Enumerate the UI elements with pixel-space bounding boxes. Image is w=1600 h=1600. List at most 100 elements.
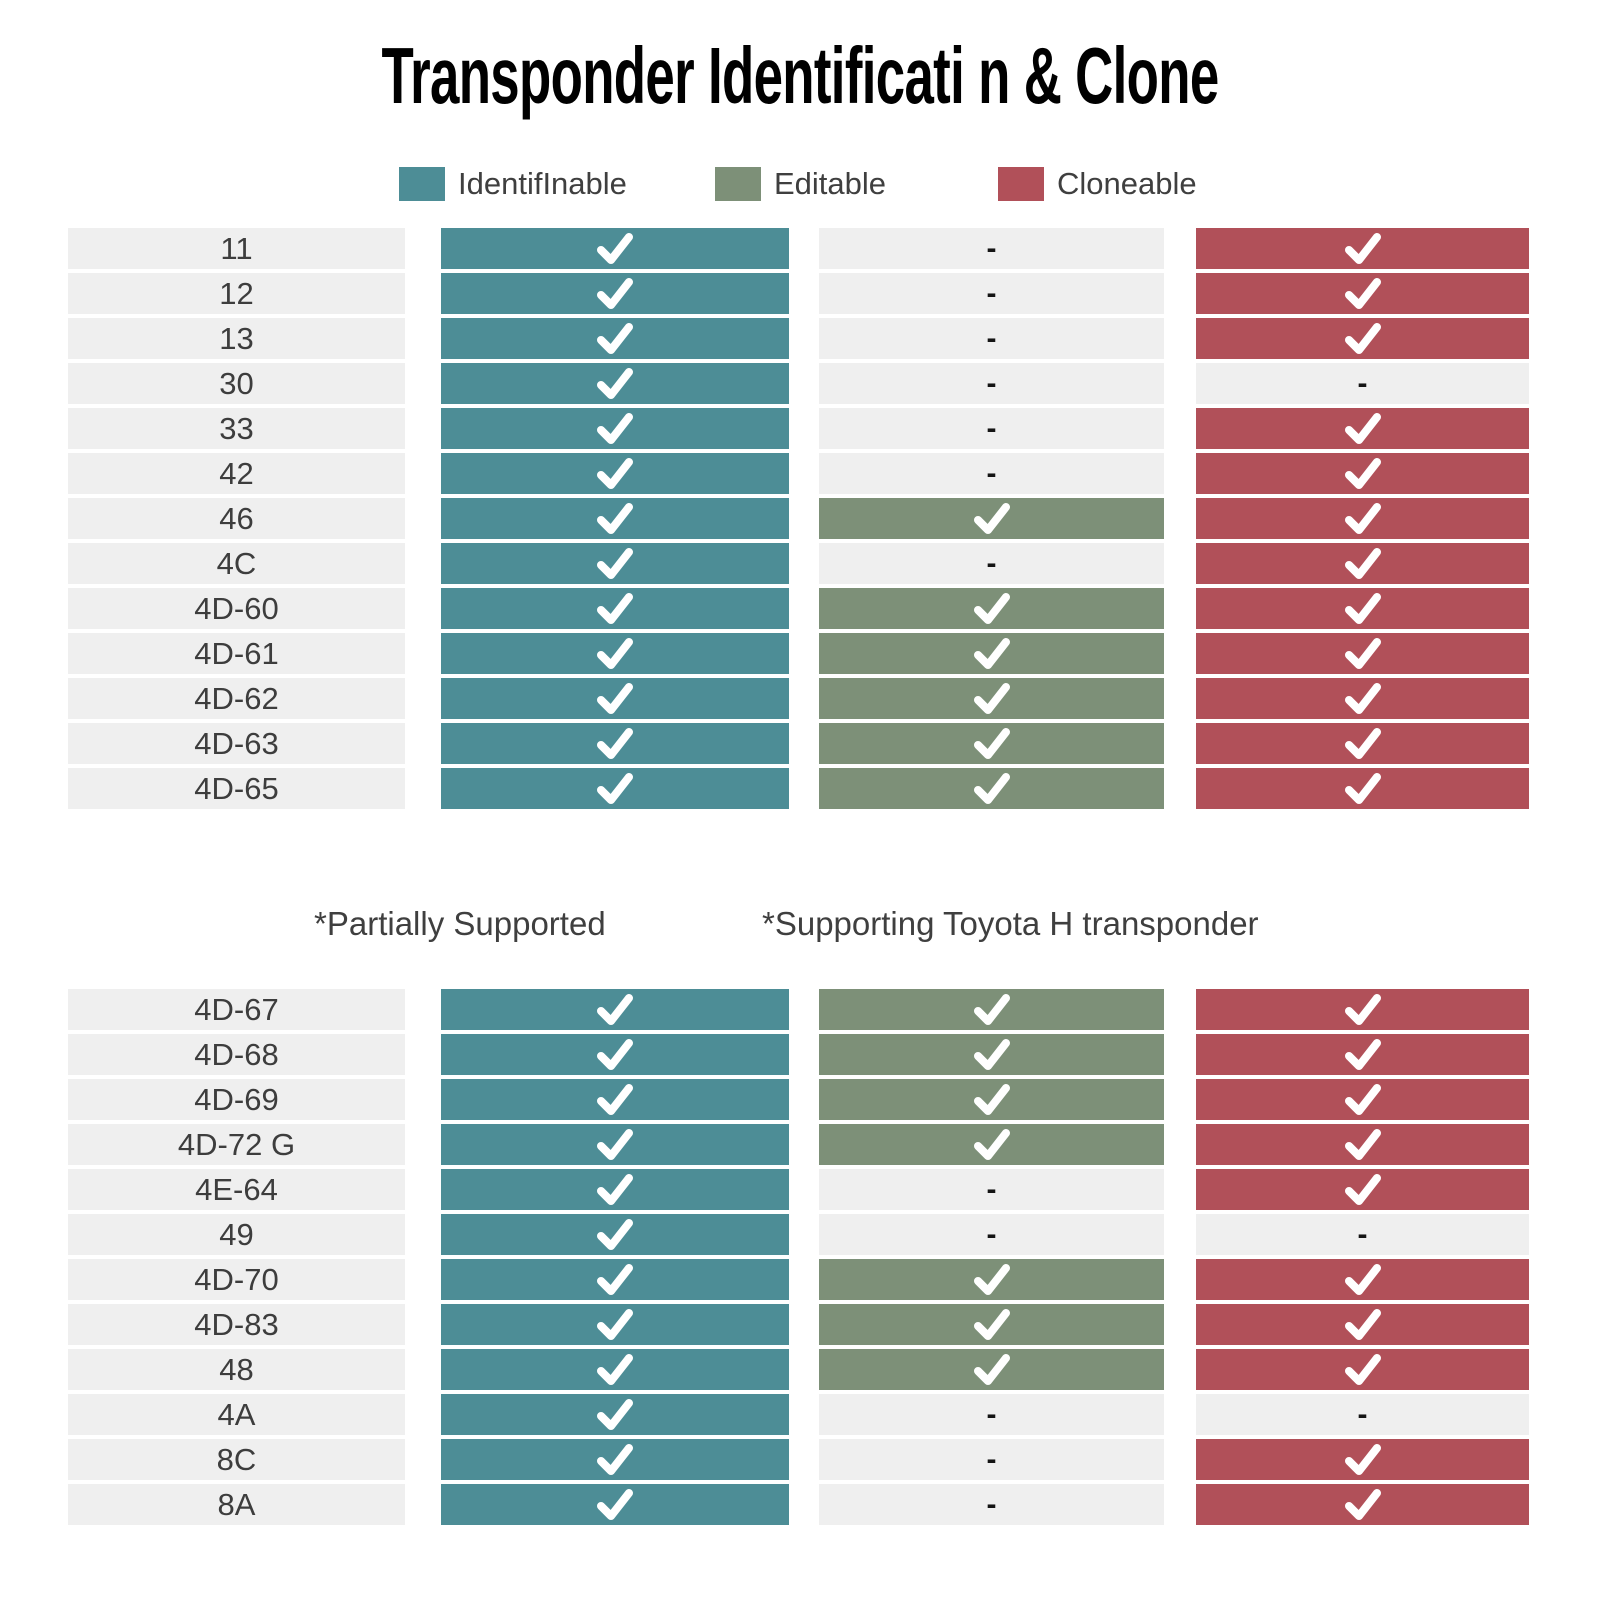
identifinable-status-cell — [441, 678, 789, 719]
check-icon — [1344, 637, 1381, 669]
transponder-type-label: 4D-67 — [68, 989, 405, 1030]
transponder-type-label: 30 — [68, 363, 405, 404]
transponder-type-label: 12 — [68, 273, 405, 314]
transponder-type-label: 48 — [68, 1349, 405, 1390]
cloneable-status-cell — [1196, 1304, 1529, 1345]
check-icon — [1344, 232, 1381, 264]
identifinable-status-cell — [441, 1349, 789, 1390]
check-icon — [597, 1038, 633, 1070]
table-row: 4D-63 — [68, 723, 1529, 764]
editable-status-cell — [819, 1304, 1164, 1345]
note-partially-supported: *Partially Supported — [314, 905, 606, 942]
transponder-type-label: 4D-62 — [68, 678, 405, 719]
legend-label: Cloneable — [1057, 166, 1197, 201]
check-icon — [597, 1263, 633, 1295]
identifinable-status-cell — [441, 543, 789, 584]
check-icon — [597, 322, 633, 354]
check-icon — [1344, 322, 1381, 354]
cloneable-status-cell — [1196, 678, 1529, 719]
cloneable-status-cell: - — [1196, 363, 1529, 404]
table-row: 8C - — [68, 1439, 1529, 1480]
dash-icon: - — [986, 1487, 997, 1521]
table-row: 13 - — [68, 318, 1529, 359]
identifinable-status-cell — [441, 363, 789, 404]
table-row: 33 - — [68, 408, 1529, 449]
editable-status-cell: - — [819, 228, 1164, 269]
identifinable-status-cell — [441, 318, 789, 359]
check-icon — [973, 772, 1010, 804]
transponder-type-label: 46 — [68, 498, 405, 539]
check-icon — [1344, 1443, 1381, 1475]
table-row: 4D-83 — [68, 1304, 1529, 1345]
identifinable-status-cell — [441, 588, 789, 629]
check-icon — [1344, 1083, 1381, 1115]
table-row: 4D-70 — [68, 1259, 1529, 1300]
transponder-type-label: 4E-64 — [68, 1169, 405, 1210]
editable-status-cell — [819, 498, 1164, 539]
check-icon — [597, 502, 633, 534]
identifinable-status-cell — [441, 1124, 789, 1165]
identifinable-status-cell — [441, 1484, 789, 1525]
editable-status-cell — [819, 633, 1164, 674]
dash-icon: - — [986, 321, 997, 355]
cloneable-status-cell — [1196, 768, 1529, 809]
editable-status-cell — [819, 1259, 1164, 1300]
editable-status-cell: - — [819, 273, 1164, 314]
dash-icon: - — [986, 231, 997, 265]
transponder-type-label: 42 — [68, 453, 405, 494]
cloneable-status-cell: - — [1196, 1214, 1529, 1255]
table-row: 4D-60 — [68, 588, 1529, 629]
transponder-type-label: 4D-68 — [68, 1034, 405, 1075]
cloneable-status-cell — [1196, 408, 1529, 449]
editable-status-cell — [819, 1079, 1164, 1120]
check-icon — [597, 727, 633, 759]
dash-icon: - — [1357, 366, 1368, 400]
editable-status-cell: - — [819, 543, 1164, 584]
check-icon — [597, 993, 633, 1025]
transponder-type-label: 8A — [68, 1484, 405, 1525]
check-icon — [597, 1398, 633, 1430]
table-row: 4D-72 G — [68, 1124, 1529, 1165]
dash-icon: - — [986, 1172, 997, 1206]
transponder-type-label: 4D-69 — [68, 1079, 405, 1120]
legend-item-identifinable: IdentifInable — [399, 166, 627, 202]
editable-swatch-icon — [715, 167, 761, 201]
check-icon — [1344, 1128, 1381, 1160]
table-row: 4D-61 — [68, 633, 1529, 674]
dash-icon: - — [986, 456, 997, 490]
transponder-type-label: 4C — [68, 543, 405, 584]
identifinable-status-cell — [441, 1214, 789, 1255]
check-icon — [1344, 993, 1381, 1025]
cloneable-status-cell — [1196, 228, 1529, 269]
editable-status-cell: - — [819, 318, 1164, 359]
transponder-type-label: 4D-63 — [68, 723, 405, 764]
check-icon — [973, 502, 1010, 534]
check-icon — [973, 682, 1010, 714]
cloneable-status-cell — [1196, 318, 1529, 359]
check-icon — [597, 1443, 633, 1475]
transponder-type-label: 13 — [68, 318, 405, 359]
cloneable-status-cell — [1196, 1079, 1529, 1120]
editable-status-cell — [819, 588, 1164, 629]
editable-status-cell: - — [819, 453, 1164, 494]
editable-status-cell — [819, 1124, 1164, 1165]
dash-icon: - — [986, 1217, 997, 1251]
editable-status-cell: - — [819, 1214, 1164, 1255]
table-row: 4D-69 — [68, 1079, 1529, 1120]
identifinable-status-cell — [441, 273, 789, 314]
check-icon — [1344, 1173, 1381, 1205]
transponder-type-label: 4D-60 — [68, 588, 405, 629]
identifinable-status-cell — [441, 1304, 789, 1345]
dash-icon: - — [1357, 1217, 1368, 1251]
check-icon — [973, 637, 1010, 669]
check-icon — [597, 772, 633, 804]
check-icon — [973, 1128, 1010, 1160]
editable-status-cell: - — [819, 1439, 1164, 1480]
check-icon — [597, 412, 633, 444]
cloneable-status-cell — [1196, 453, 1529, 494]
cloneable-status-cell — [1196, 1124, 1529, 1165]
dash-icon: - — [986, 1442, 997, 1476]
check-icon — [1344, 412, 1381, 444]
transponder-type-label: 33 — [68, 408, 405, 449]
editable-status-cell — [819, 768, 1164, 809]
